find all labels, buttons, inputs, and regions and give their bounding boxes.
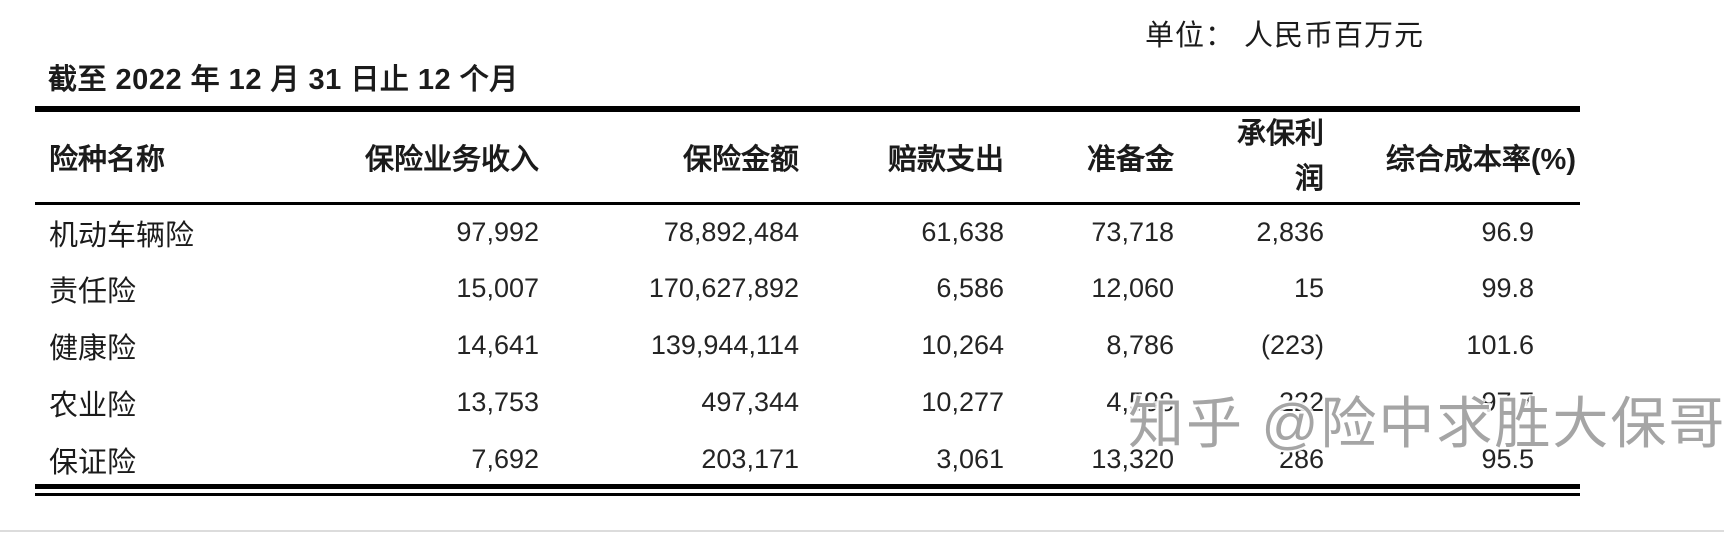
cell-value: 96.9: [1481, 217, 1534, 248]
cell-value: 139,944,114: [650, 330, 799, 361]
header-underwriting-profit: 承保利润: [1180, 109, 1330, 203]
header-claims-paid: 赔款支出: [887, 143, 1004, 176]
cell-value: 14,641: [456, 330, 539, 361]
table-row: 健康险 14,641 139,944,114 10,264 8,786 (223) 101.…: [35, 317, 1580, 374]
cell-value: 101.6: [1466, 330, 1534, 361]
row-label: 机动车辆险: [49, 219, 195, 252]
insurance-table-wrap: 险种名称 保险业务收入 保险金额 赔款支出 准备金 承保利润 综合成本率(%) …: [35, 106, 1580, 488]
cell-value: 10,264: [921, 330, 1004, 361]
cell-value: 286: [1278, 444, 1324, 475]
page-bottom-divider: [0, 530, 1724, 532]
zhihu-watermark: 知乎 @险中求胜大保哥: [1128, 392, 1724, 455]
cell-value: 15: [1293, 273, 1324, 304]
cell-value: 97.7: [1481, 387, 1534, 418]
cell-value: 73,718: [1091, 217, 1174, 248]
cell-value: 4,598: [1106, 387, 1174, 418]
table-row: 保证险 7,692 203,171 3,061 13,320 286 95.5: [35, 431, 1580, 488]
cell-value: 497,344: [701, 387, 799, 418]
cell-value: (223): [1260, 330, 1324, 361]
header-sum-insured: 保险金额: [682, 143, 799, 176]
cell-value: 7,692: [471, 444, 539, 475]
header-combined-ratio: 综合成本率(%): [1385, 143, 1576, 176]
table-row: 农业险 13,753 497,344 10,277 4,598 222 97.7: [35, 374, 1580, 431]
table-header: 险种名称 保险业务收入 保险金额 赔款支出 准备金 承保利润 综合成本率(%): [35, 109, 1580, 204]
row-label: 健康险: [49, 332, 137, 365]
row-label: 农业险: [49, 389, 137, 422]
cell-value: 15,007: [456, 273, 539, 304]
table-bottom-rule-thin: [35, 493, 1580, 496]
cell-value: 8,786: [1106, 330, 1174, 361]
cell-value: 2,836: [1256, 217, 1324, 248]
period-title: 截至 2022 年 12 月 31 日止 12 个月: [48, 64, 519, 96]
header-insurance-type: 险种名称: [49, 143, 166, 176]
header-premium-income: 保险业务收入: [364, 143, 539, 176]
cell-value: 99.8: [1481, 273, 1534, 304]
table-row: 机动车辆险 97,992 78,892,484 61,638 73,718 2,836 96…: [35, 203, 1580, 260]
cell-value: 203,171: [701, 444, 799, 475]
cell-value: 12,060: [1091, 273, 1174, 304]
cell-value: 222: [1278, 387, 1324, 418]
header-underwriting-profit-label: 承保利润: [1236, 118, 1324, 195]
cell-value: 61,638: [921, 217, 1004, 248]
cell-value: 10,277: [921, 387, 1004, 418]
cell-value: 13,753: [456, 387, 539, 418]
header-row: 险种名称 保险业务收入 保险金额 赔款支出 准备金 承保利润 综合成本率(%): [35, 109, 1580, 203]
unit-label: 单位： 人民币百万元: [1144, 20, 1424, 52]
row-label: 责任险: [49, 275, 137, 308]
table-row: 责任险 15,007 170,627,892 6,586 12,060 15 99.8: [35, 260, 1580, 317]
cell-value: 170,627,892: [648, 273, 799, 304]
row-label: 保证险: [49, 446, 137, 479]
header-reserves: 准备金: [1086, 143, 1174, 176]
table-body: 机动车辆险 97,992 78,892,484 61,638 73,718 2,836 96…: [35, 203, 1580, 488]
cell-value: 3,061: [936, 444, 1004, 475]
table-bottom-rule-thick: [35, 484, 1580, 489]
cell-value: 78,892,484: [663, 217, 799, 248]
cell-value: 13,320: [1091, 444, 1174, 475]
cell-value: 95.5: [1481, 444, 1534, 475]
insurance-table: 险种名称 保险业务收入 保险金额 赔款支出 准备金 承保利润 综合成本率(%) …: [35, 106, 1580, 488]
cell-value: 97,992: [456, 217, 539, 248]
cell-value: 6,586: [936, 273, 1004, 304]
